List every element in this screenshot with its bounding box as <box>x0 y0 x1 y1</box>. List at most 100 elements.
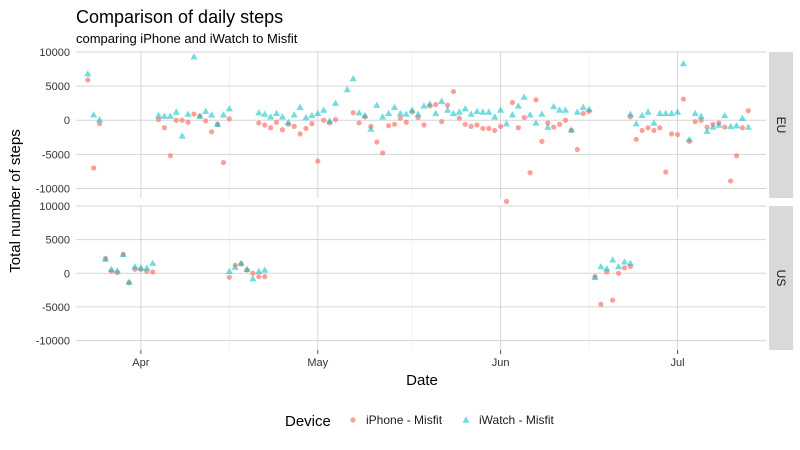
data-point-iphone <box>403 119 409 125</box>
data-point-iphone <box>220 159 227 166</box>
data-point-iwatch <box>497 106 505 113</box>
data-point-iwatch <box>709 123 717 130</box>
data-point-iwatch <box>84 70 92 77</box>
data-point-iwatch <box>656 109 664 117</box>
data-point-iwatch <box>367 125 375 132</box>
facet-strip <box>769 52 793 198</box>
data-point-iwatch <box>302 113 310 121</box>
data-point-iwatch <box>113 266 121 274</box>
data-point-iwatch <box>90 111 98 118</box>
data-point-iphone <box>580 110 586 117</box>
data-point-iphone <box>509 99 516 106</box>
y-tick-label: 0 <box>64 115 70 127</box>
data-point-iphone <box>439 118 445 125</box>
data-point-iwatch <box>261 110 269 117</box>
facet-panels: -10000 -5000 0 5000 10000 EU -10000 -5000 0 5000 1… <box>36 47 793 350</box>
data-point-iwatch <box>149 259 157 266</box>
data-point-iwatch <box>662 109 670 117</box>
data-point-iwatch <box>697 112 705 119</box>
data-point-iwatch <box>414 110 422 117</box>
legend-key-iphone <box>350 417 356 423</box>
data-point-iphone <box>486 125 492 132</box>
data-point-iwatch <box>190 53 198 60</box>
data-point-iphone <box>551 124 557 130</box>
data-point-iwatch <box>349 75 357 82</box>
data-point-iphone <box>574 146 580 153</box>
data-point-iwatch <box>432 109 440 117</box>
data-point-iwatch <box>491 113 499 120</box>
data-point-iwatch <box>184 110 192 117</box>
data-point-iphone <box>450 88 457 95</box>
data-point-iwatch <box>668 109 676 117</box>
data-point-iphone <box>480 125 486 132</box>
data-point-iwatch <box>208 111 216 118</box>
data-point-iwatch <box>727 122 735 130</box>
data-point-iphone <box>433 101 439 108</box>
data-point-iwatch <box>603 264 611 272</box>
data-point-iwatch <box>514 102 522 109</box>
facet-panel-us: -10000 -5000 0 5000 10000 US <box>36 201 793 350</box>
data-point-iphone <box>421 122 427 128</box>
data-point-iphone <box>598 301 604 307</box>
data-point-iwatch <box>561 106 570 113</box>
legend-title: Device <box>285 413 331 430</box>
data-point-iwatch <box>408 106 416 113</box>
data-point-iphone <box>615 270 622 276</box>
data-point-iwatch <box>131 262 139 270</box>
data-point-iwatch <box>485 108 493 115</box>
data-point-iphone <box>733 153 740 159</box>
data-point-iphone <box>503 198 510 205</box>
data-point-iwatch <box>532 119 540 126</box>
data-point-iphone <box>633 136 639 142</box>
data-point-iphone <box>256 274 262 280</box>
data-point-iwatch <box>137 264 145 271</box>
data-point-iphone <box>444 102 451 108</box>
data-point-iphone <box>498 123 504 129</box>
data-point-iwatch <box>597 262 605 270</box>
data-point-iwatch <box>255 267 263 274</box>
data-point-iwatch <box>402 110 410 117</box>
data-point-iwatch <box>95 115 104 123</box>
data-point-iwatch <box>225 105 233 112</box>
data-point-iwatch <box>396 109 404 117</box>
data-point-iphone <box>179 117 185 123</box>
data-point-iphone <box>268 125 274 131</box>
data-point-iwatch <box>390 103 399 110</box>
data-point-iwatch <box>632 120 640 127</box>
data-point-iphone <box>610 297 616 303</box>
data-point-iphone <box>91 165 97 171</box>
facet-strip-label: EU <box>774 117 788 134</box>
data-point-iphone <box>539 138 545 144</box>
data-point-iphone <box>728 178 734 184</box>
data-point-iphone <box>262 122 268 128</box>
data-point-iwatch <box>343 85 351 93</box>
data-point-iwatch <box>373 101 381 108</box>
data-point-iwatch <box>685 135 693 143</box>
data-point-iwatch <box>331 99 340 106</box>
data-point-iphone <box>161 125 168 131</box>
data-point-iphone <box>380 150 386 156</box>
data-point-iwatch <box>172 108 180 115</box>
data-point-iwatch <box>213 120 222 128</box>
facet-panel-eu: -10000 -5000 0 5000 10000 EU <box>36 47 793 205</box>
data-point-iwatch <box>231 263 239 270</box>
data-point-iphone <box>562 117 569 123</box>
data-point-iwatch <box>555 106 564 113</box>
data-point-iwatch <box>449 109 458 117</box>
legend: Device iPhone - Misfit iWatch - Misfit <box>285 413 555 430</box>
data-point-iphone <box>356 120 362 126</box>
data-point-iwatch <box>520 93 528 100</box>
data-point-iphone <box>262 274 268 280</box>
data-point-iwatch <box>467 110 475 117</box>
chart-title: Comparison of daily steps <box>76 7 283 27</box>
data-point-iphone <box>150 269 156 275</box>
data-point-iphone <box>167 153 173 159</box>
data-point-iphone <box>645 125 651 131</box>
data-point-iwatch <box>384 109 393 117</box>
y-tick-label: 10000 <box>39 201 70 213</box>
y-tick-label: 5000 <box>46 235 70 247</box>
x-axis: Apr May Jun Jul <box>132 350 685 369</box>
data-point-iphone <box>462 121 468 127</box>
data-point-iphone <box>698 117 704 123</box>
